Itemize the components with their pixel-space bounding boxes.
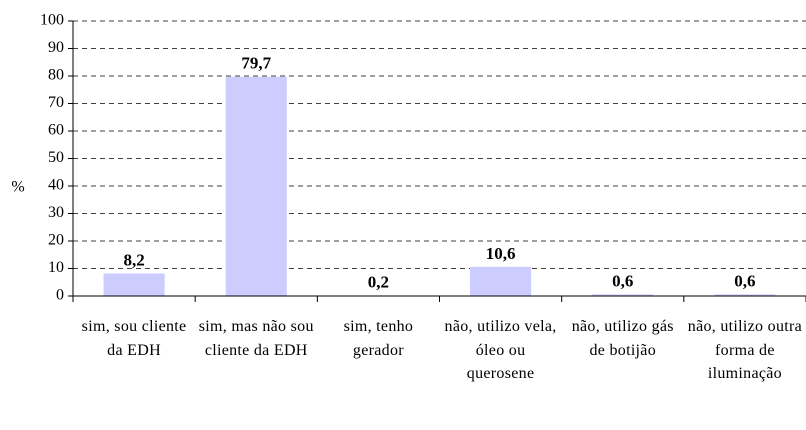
bar [592, 294, 654, 296]
y-tick-label: 80 [48, 67, 64, 84]
x-tick-label: sim, mas não sou cliente da EDH [198, 318, 314, 359]
value-label: 8,2 [123, 250, 144, 269]
y-tick-label: 30 [48, 204, 64, 221]
value-label: 10,6 [486, 244, 516, 263]
x-tick-label: sim, tenho gerador [343, 318, 414, 359]
x-tick-label: não, utilizo vela, óleo ou querosene [444, 318, 557, 382]
value-label: 0,2 [368, 272, 389, 291]
bar [714, 294, 776, 296]
y-axis-label: % [11, 179, 24, 196]
y-tick-label: 100 [40, 12, 64, 29]
value-label: 0,6 [612, 271, 633, 290]
x-tick-label: não, utilizo gás de botijão [571, 318, 674, 359]
x-tick-label: sim, sou cliente da EDH [81, 318, 187, 359]
y-tick-label: 50 [48, 149, 64, 166]
y-tick-label: 10 [48, 259, 64, 276]
value-label: 0,6 [734, 271, 755, 290]
y-tick-label: 60 [48, 122, 64, 139]
bar [225, 76, 287, 296]
bar [103, 273, 165, 296]
y-tick-label: 90 [48, 39, 64, 56]
bar [470, 266, 532, 296]
y-tick-label: 20 [48, 232, 64, 249]
y-tick-label: 0 [56, 287, 64, 304]
value-label: 79,7 [241, 54, 271, 73]
y-tick-label: 70 [48, 94, 64, 111]
y-tick-label: 40 [48, 177, 64, 194]
x-tick-label: não, utilizo outra forma de iluminação [687, 318, 803, 382]
